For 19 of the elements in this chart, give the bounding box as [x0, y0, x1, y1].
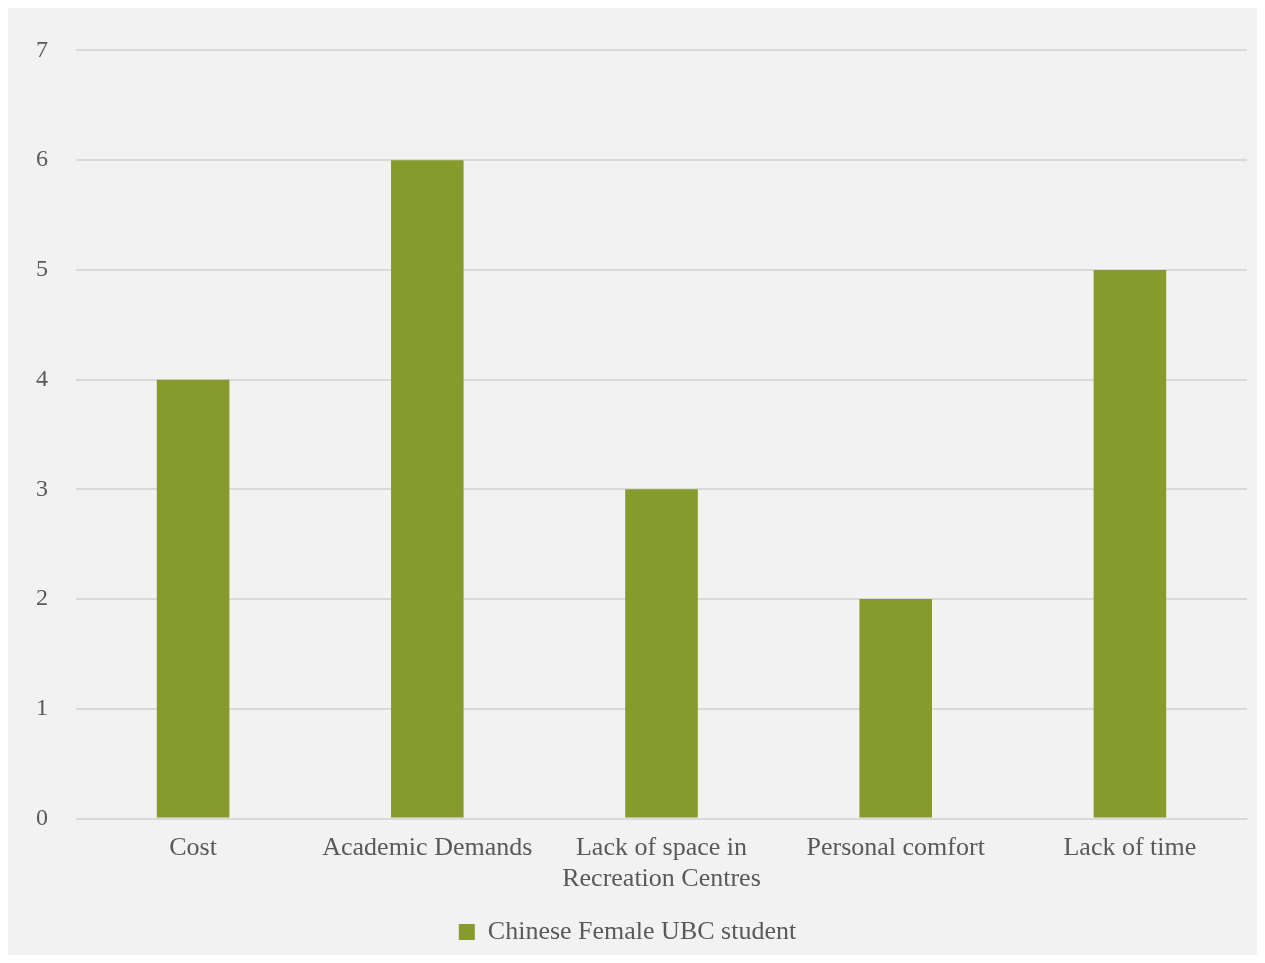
- legend-label: Chinese Female UBC student: [487, 915, 797, 945]
- bar: [156, 379, 230, 818]
- x-tick-label: Lack of space in Recreation Centres: [562, 832, 761, 893]
- y-tick-label: 4: [36, 364, 48, 391]
- y-tick-label: 6: [36, 145, 48, 172]
- bar: [391, 160, 464, 818]
- x-tick-label: Personal comfort: [806, 832, 986, 862]
- bar: [625, 489, 698, 818]
- y-tick-label: 0: [36, 803, 48, 830]
- y-tick-label: 5: [36, 255, 48, 282]
- y-tick-label: 3: [36, 474, 48, 501]
- bar: [1093, 269, 1167, 818]
- bar: [859, 599, 932, 818]
- y-tick-label: 2: [36, 584, 48, 611]
- x-tick-label: Lack of time: [1063, 832, 1197, 862]
- x-tick-label: Academic Demands: [322, 832, 533, 862]
- y-tick-label: 1: [36, 694, 48, 721]
- x-tick-label: Cost: [169, 832, 218, 862]
- y-tick-label: 7: [36, 35, 48, 62]
